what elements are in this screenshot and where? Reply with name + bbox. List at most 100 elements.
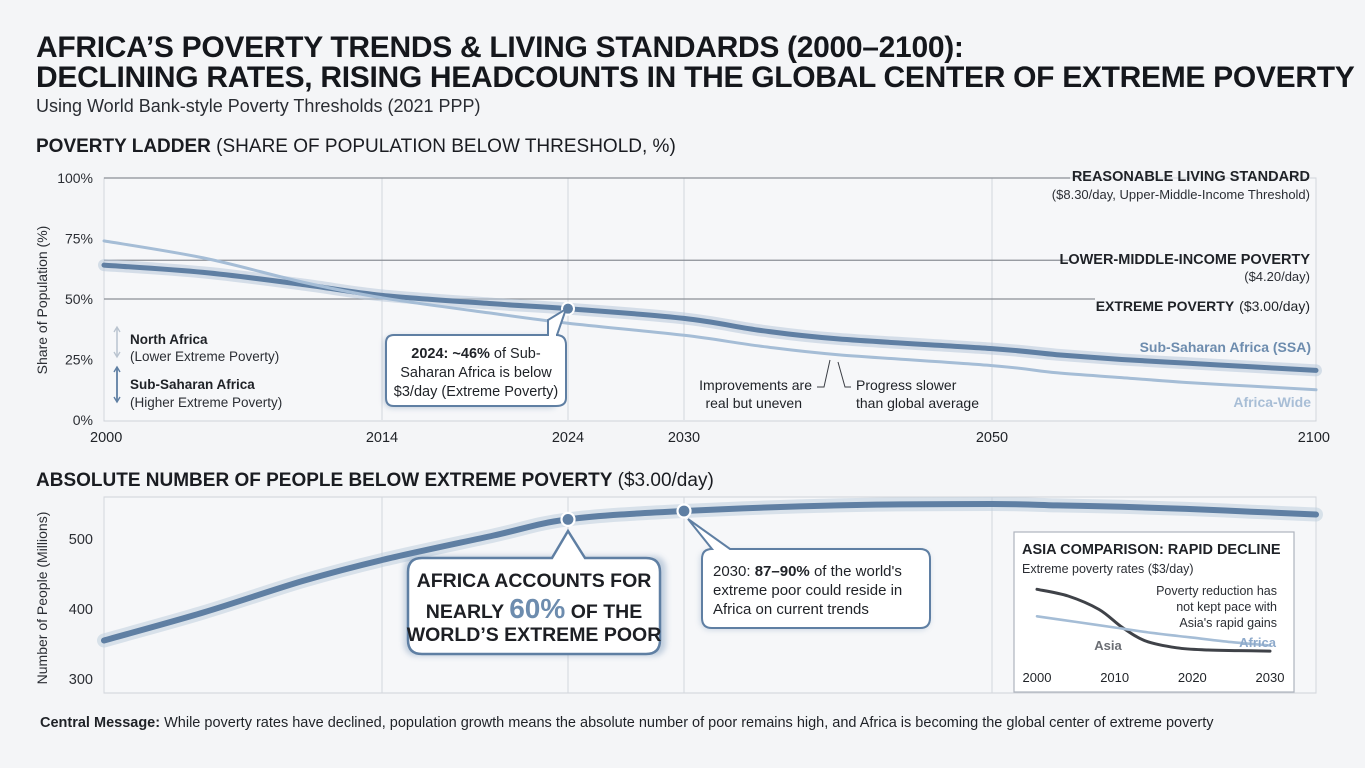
- ladder-threshold-lines: [104, 177, 1095, 300]
- na-down-arrow-icon: [113, 351, 121, 359]
- asia-inset-africa-line: [1035, 615, 1272, 647]
- callout-2024: 2024: ~46% of Sub- Saharan Africa is bel…: [384, 306, 568, 408]
- threshold-extreme-note: ($3.00/day): [1239, 298, 1310, 314]
- asia-inset-frame: [1013, 531, 1295, 693]
- headcount-ytick-400: 400: [69, 602, 93, 618]
- na-sublabel: (Lower Extreme Poverty): [130, 349, 279, 364]
- ssa-series-label: Sub-Saharan Africa (SSA): [1140, 339, 1311, 355]
- callout-2024-bold: 2024: ~46%: [411, 346, 490, 362]
- headcount-series: [97, 496, 1323, 648]
- threshold-lmi-label: LOWER-MIDDLE-INCOME POVERTY: [1059, 252, 1310, 268]
- headcount-section-title: ABSOLUTE NUMBER OF PEOPLE BELOW EXTREME …: [36, 470, 714, 492]
- headcount-ytick-300: 300: [69, 672, 93, 688]
- headcount-marker-2030: [676, 503, 692, 519]
- page-title-line-2: DECLINING RATES, RISING HEADCOUNTS IN TH…: [36, 61, 1355, 94]
- ssa-label: Sub-Saharan Africa: [130, 377, 255, 392]
- ladder-xtick-2000: 2000: [90, 430, 122, 446]
- ssa-down-arrow-icon: [113, 396, 121, 404]
- ssa-up-arrow-icon: [113, 365, 121, 373]
- ladder-y-axis-label: Share of Population (%): [34, 226, 50, 375]
- ladder-title-bold: POVERTY LADDER: [36, 136, 211, 157]
- africa-wide-series-label: Africa-Wide: [1233, 394, 1311, 410]
- asia-inset-xtick-2030: 2030: [1256, 670, 1285, 685]
- callout-2030-bold: 87–90%: [755, 563, 810, 580]
- africa-60-nearly: NEARLY: [426, 601, 509, 623]
- ladder-xtick-2030: 2030: [668, 430, 700, 446]
- ladder-ytick-50: 50%: [65, 291, 93, 307]
- asia-inset-africa-label: Africa: [1239, 635, 1277, 650]
- africa-60-line1: AFRICA ACCOUNTS FOR: [417, 570, 652, 592]
- asia-inset-note-3: Asia's rapid gains: [1179, 616, 1277, 630]
- page-subtitle: Using World Bank-style Poverty Threshold…: [36, 96, 481, 116]
- ladder-xtick-2024: 2024: [552, 430, 584, 446]
- asia-comparison-inset: ASIA COMPARISON: RAPID DECLINE Extreme p…: [1013, 531, 1295, 693]
- callout-2030-line2: extreme poor could reside in: [713, 582, 902, 599]
- ladder-ytick-0: 0%: [73, 412, 93, 428]
- ssa-sublabel: (Higher Extreme Poverty): [130, 395, 282, 410]
- callout-2030-pre: 2030:: [713, 563, 755, 580]
- callout-2024-rest: of Sub-: [490, 346, 541, 362]
- na-label: North Africa: [130, 332, 208, 347]
- regional-legend: North Africa (Lower Extreme Poverty) Sub…: [113, 325, 282, 410]
- asia-inset-xtick-2010: 2010: [1100, 670, 1129, 685]
- callout-africa-60: AFRICA ACCOUNTS FOR NEARLY 60% OF THE WO…: [404, 528, 666, 656]
- africa-60-pct: 60%: [509, 593, 565, 624]
- threshold-reasonable-label: REASONABLE LIVING STANDARD: [1072, 169, 1310, 185]
- threshold-lmi-note: ($4.20/day): [1244, 269, 1310, 284]
- progress-line2: than global average: [856, 395, 979, 411]
- headcount-ticks: 300 400 500: [69, 532, 93, 688]
- uneven-progress-notes: Improvements are real but uneven Progres…: [699, 359, 979, 411]
- callout-2030-line3: Africa on current trends: [713, 601, 869, 618]
- ladder-xtick-2014: 2014: [366, 430, 398, 446]
- callout-2024-line1: 2024: ~46% of Sub-: [411, 346, 541, 362]
- improvements-line1: Improvements are: [699, 377, 812, 393]
- improvements-line2: real but uneven: [705, 395, 802, 411]
- ladder-ytick-100: 100%: [57, 170, 93, 186]
- na-up-arrow-icon: [113, 325, 121, 333]
- headcount-chart: 300 400 500 Number of People (Millions) AF…: [34, 496, 1323, 694]
- ladder-ytick-75: 75%: [65, 231, 93, 247]
- ladder-title-rest: (SHARE OF POPULATION BELOW THRESHOLD, %): [210, 136, 676, 157]
- ladder-ticks: 0% 25% 50% 75% 100% 2000 2014 2024 2030 2050 2100: [57, 170, 1330, 446]
- ladder-series: [98, 239, 1322, 392]
- callout-2024-box: [385, 306, 568, 407]
- threshold-reasonable-note: ($8.30/day, Upper-Middle-Income Threshol…: [1052, 187, 1310, 202]
- asia-inset-series: [1035, 587, 1272, 653]
- headcount-marker-2024: [560, 511, 576, 528]
- headcount-y-axis-label: Number of People (Millions): [34, 512, 50, 685]
- asia-inset-ticks: 2000 2010 2020 2030: [1023, 670, 1285, 685]
- headcount-line: [101, 500, 1319, 644]
- headcount-title-bold: ABSOLUTE NUMBER OF PEOPLE BELOW EXTREME …: [36, 470, 613, 491]
- callout-2030: 2030: 87–90% of the world's extreme poor…: [687, 518, 931, 630]
- central-message-label: Central Message:: [40, 715, 161, 731]
- asia-inset-subtitle: Extreme poverty rates ($3/day): [1022, 562, 1194, 576]
- progress-line1: Progress slower: [856, 377, 957, 393]
- threshold-extreme-label: EXTREME POVERTY ($3.00/day): [1096, 298, 1310, 314]
- asia-inset-asia-line: [1035, 587, 1272, 653]
- threshold-extreme-name: EXTREME POVERTY: [1096, 298, 1235, 314]
- page-title-line-1: AFRICA’S POVERTY TRENDS & LIVING STANDAR…: [36, 31, 964, 64]
- progress-leader-line: [837, 361, 851, 388]
- africa-wide-line: [102, 239, 1318, 392]
- africa-60-tail: OF THE: [565, 601, 642, 623]
- callout-2024-line2: Saharan Africa is below: [400, 365, 552, 381]
- ladder-xtick-2100: 2100: [1298, 430, 1330, 446]
- central-message-text: While poverty rates have declined, popul…: [160, 715, 1214, 731]
- central-message: Central Message: While poverty rates hav…: [40, 715, 1214, 731]
- ladder-chart: 0%25%50%75%100%2000 2014 2024 2030 2050 2100 …: [34, 169, 1330, 446]
- africa-60-line2: NEARLY 60% OF THE: [426, 593, 642, 624]
- ladder-ytick-25: 25%: [65, 352, 93, 368]
- asia-inset-title: ASIA COMPARISON: RAPID DECLINE: [1022, 542, 1281, 558]
- headcount-ytick-500: 500: [69, 532, 93, 548]
- asia-inset-note-2: not kept pace with: [1176, 600, 1277, 614]
- asia-inset-asia-label: Asia: [1094, 638, 1122, 653]
- asia-inset-xtick-2020: 2020: [1178, 670, 1207, 685]
- asia-inset-xtick-2000: 2000: [1023, 670, 1052, 685]
- asia-inset-note-1: Poverty reduction has: [1156, 584, 1277, 598]
- headcount-title-rest: ($3.00/day): [612, 470, 714, 491]
- africa-60-line3: WORLD’S EXTREME POOR: [407, 624, 662, 646]
- callout-2024-line3: $3/day (Extreme Poverty): [394, 384, 558, 400]
- ladder-xtick-2050: 2050: [976, 430, 1008, 446]
- callout-africa-60-box: [406, 528, 662, 656]
